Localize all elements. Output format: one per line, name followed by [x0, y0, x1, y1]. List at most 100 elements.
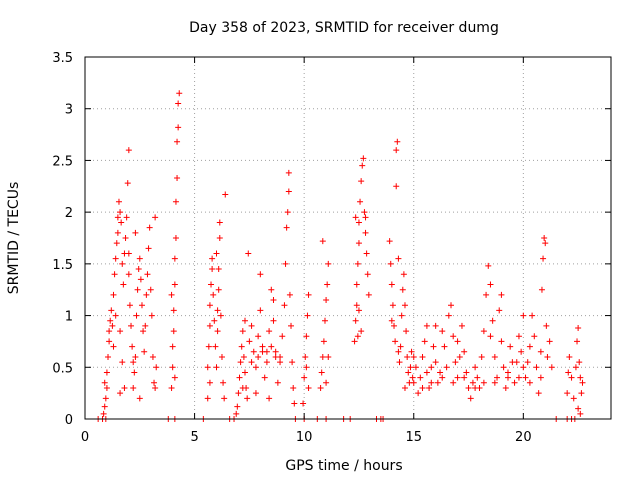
data-point [107, 317, 114, 324]
data-point [397, 343, 404, 350]
data-point [214, 328, 221, 335]
data-point [261, 374, 268, 381]
data-point [174, 138, 181, 145]
data-point [533, 364, 540, 371]
data-point [281, 302, 288, 309]
data-point [450, 379, 457, 386]
data-point [115, 198, 122, 205]
data-point [419, 353, 426, 360]
data-point [421, 338, 428, 345]
data-point [215, 266, 222, 273]
y-tick-label: 2 [65, 206, 73, 221]
data-point [463, 369, 470, 376]
data-point [407, 364, 414, 371]
data-point [386, 238, 393, 245]
data-point [467, 395, 474, 402]
data-point [112, 255, 119, 262]
data-point [362, 214, 369, 221]
data-point [441, 343, 448, 350]
data-point [289, 359, 296, 366]
data-point [361, 209, 368, 216]
data-point [483, 291, 490, 298]
data-point [245, 250, 252, 257]
data-point [168, 384, 175, 391]
data-point [491, 353, 498, 360]
data-point [428, 364, 435, 371]
data-point [234, 403, 241, 410]
data-point [412, 364, 419, 371]
y-tick-label: 0 [65, 413, 73, 428]
data-point [465, 384, 472, 391]
data-point [469, 379, 476, 386]
data-point [117, 390, 124, 397]
data-point [575, 324, 582, 331]
chart-title: Day 358 of 2023, SRMTID for receiver dum… [189, 20, 499, 36]
data-point [270, 317, 277, 324]
data-point [318, 369, 325, 376]
data-point [106, 328, 113, 335]
data-point [302, 353, 309, 360]
data-point [124, 180, 131, 187]
data-point [149, 353, 156, 360]
data-point [218, 353, 225, 360]
data-point [398, 312, 405, 319]
data-point [540, 255, 547, 262]
data-point [363, 250, 370, 257]
data-point [205, 343, 212, 350]
data-point [152, 214, 159, 221]
axis-ticks: 0 0.5 1 1.5 2 2.5 3 3.5 0 5 10 15 20 [52, 51, 611, 445]
y-tick-label: 1 [65, 310, 73, 325]
data-point [215, 286, 222, 293]
data-point [423, 322, 430, 329]
data-point [122, 235, 129, 241]
data-point [472, 384, 479, 391]
data-point [285, 169, 292, 176]
data-point [143, 291, 150, 298]
data-point [502, 384, 509, 391]
data-point [172, 235, 179, 241]
data-point [529, 312, 536, 319]
data-point [103, 369, 110, 376]
data-point [352, 214, 359, 221]
data-point [136, 395, 143, 402]
data-point [458, 322, 465, 329]
data-point [238, 343, 245, 350]
data-point [102, 395, 109, 402]
data-point [120, 281, 127, 288]
data-point [246, 338, 253, 345]
data-point [564, 390, 571, 397]
y-axis-label: SRMTID / TECUs [6, 182, 22, 295]
data-point [101, 403, 108, 410]
data-point [317, 384, 324, 391]
data-point [137, 276, 144, 283]
data-point [110, 291, 117, 298]
data-point [140, 328, 147, 335]
data-point [279, 333, 286, 340]
data-point [304, 312, 311, 319]
data-point [443, 364, 450, 371]
data-point [119, 260, 126, 267]
data-point [208, 281, 215, 288]
data-point [148, 312, 155, 319]
data-point [146, 224, 153, 231]
data-point [106, 338, 113, 345]
data-point [142, 322, 149, 329]
data-point [255, 333, 262, 340]
data-point [119, 359, 126, 366]
data-point [320, 338, 327, 345]
data-point [210, 291, 217, 298]
data-point [259, 343, 266, 350]
data-point [535, 390, 542, 397]
data-point [515, 333, 522, 340]
data-point [301, 374, 308, 381]
data-point [480, 328, 487, 335]
data-point [176, 90, 183, 97]
data-point [445, 312, 452, 319]
data-point [206, 322, 213, 329]
data-point [452, 359, 459, 366]
data-point [255, 353, 262, 360]
data-point [520, 364, 527, 371]
data-point [111, 271, 118, 278]
data-point [138, 302, 145, 309]
data-point [236, 374, 243, 381]
